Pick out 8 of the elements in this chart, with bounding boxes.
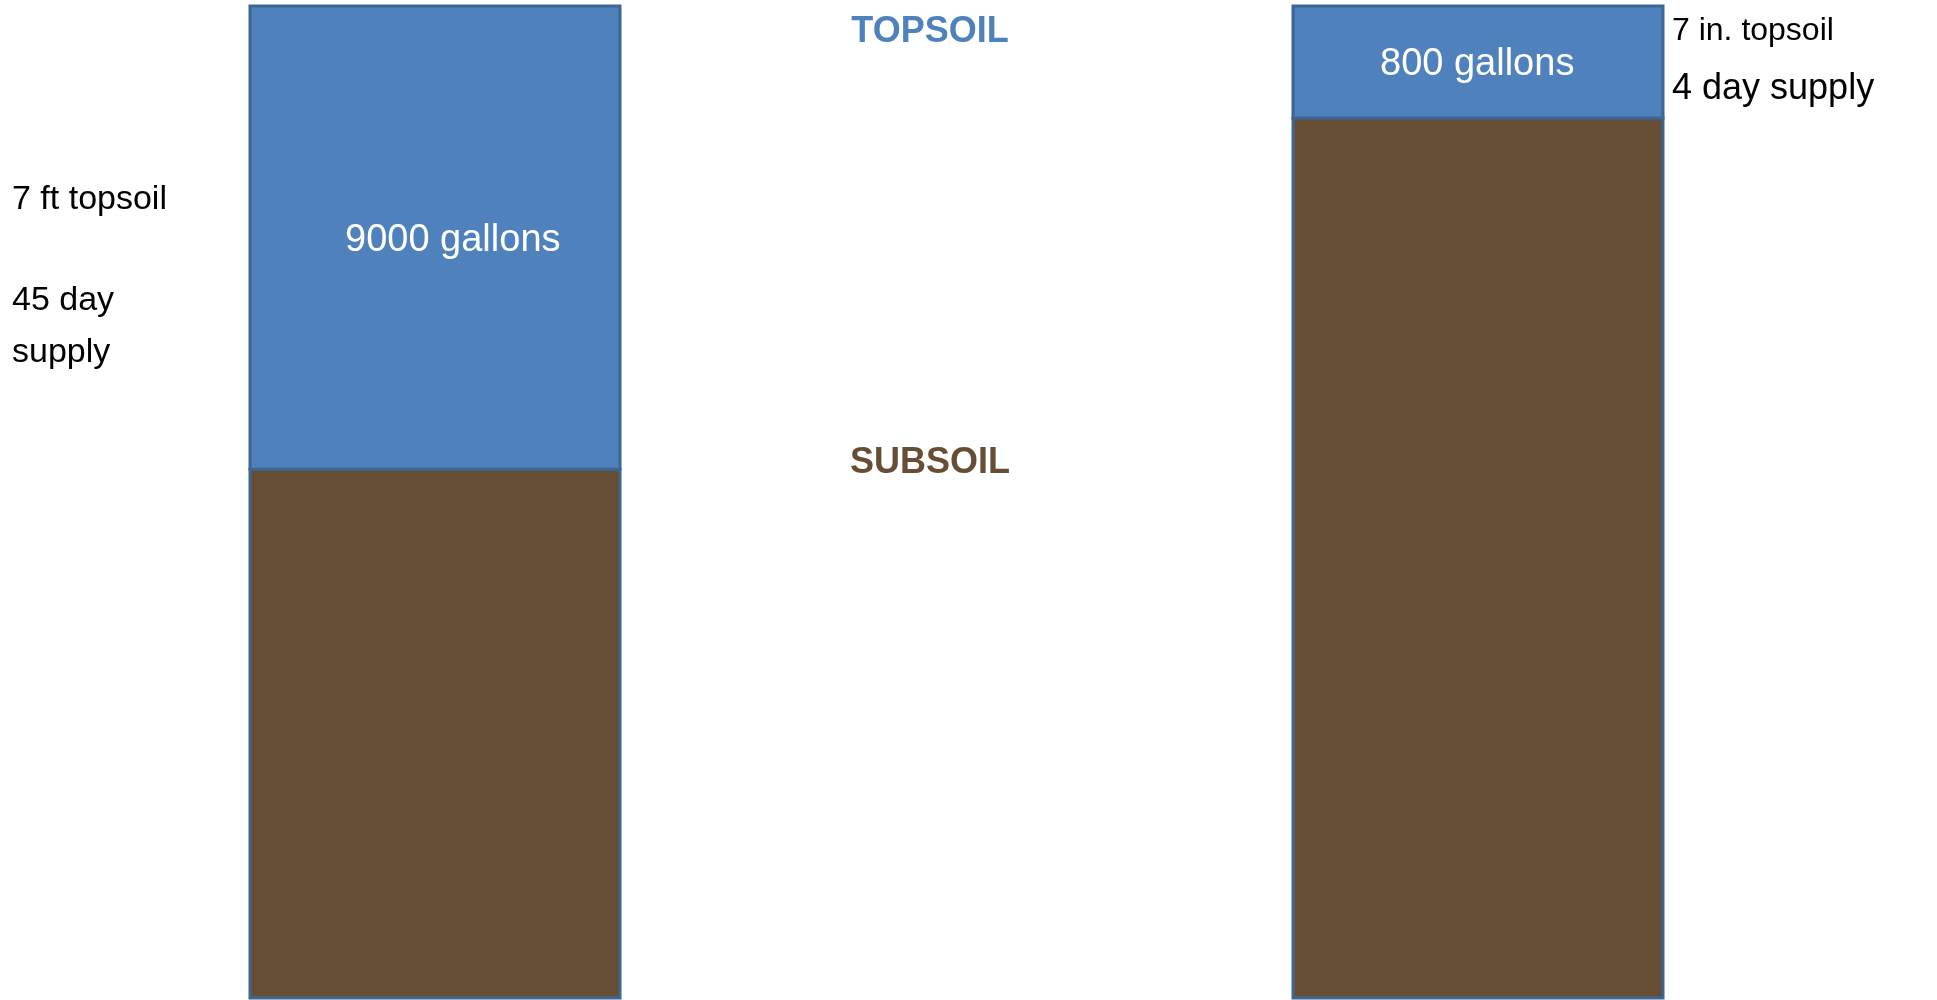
annotation: 800 gallons — [1380, 41, 1575, 83]
text: TOPSOIL — [851, 8, 1009, 50]
annotation: 7 ft topsoil — [12, 178, 167, 216]
text: SUBSOIL — [849, 440, 1011, 482]
annotation: 4 day supply — [1672, 66, 1875, 107]
annotation: 7 in. topsoil — [1672, 11, 1834, 47]
annotation: 9000 gallons — [345, 217, 561, 259]
annotation: 45 day supply — [12, 279, 115, 369]
